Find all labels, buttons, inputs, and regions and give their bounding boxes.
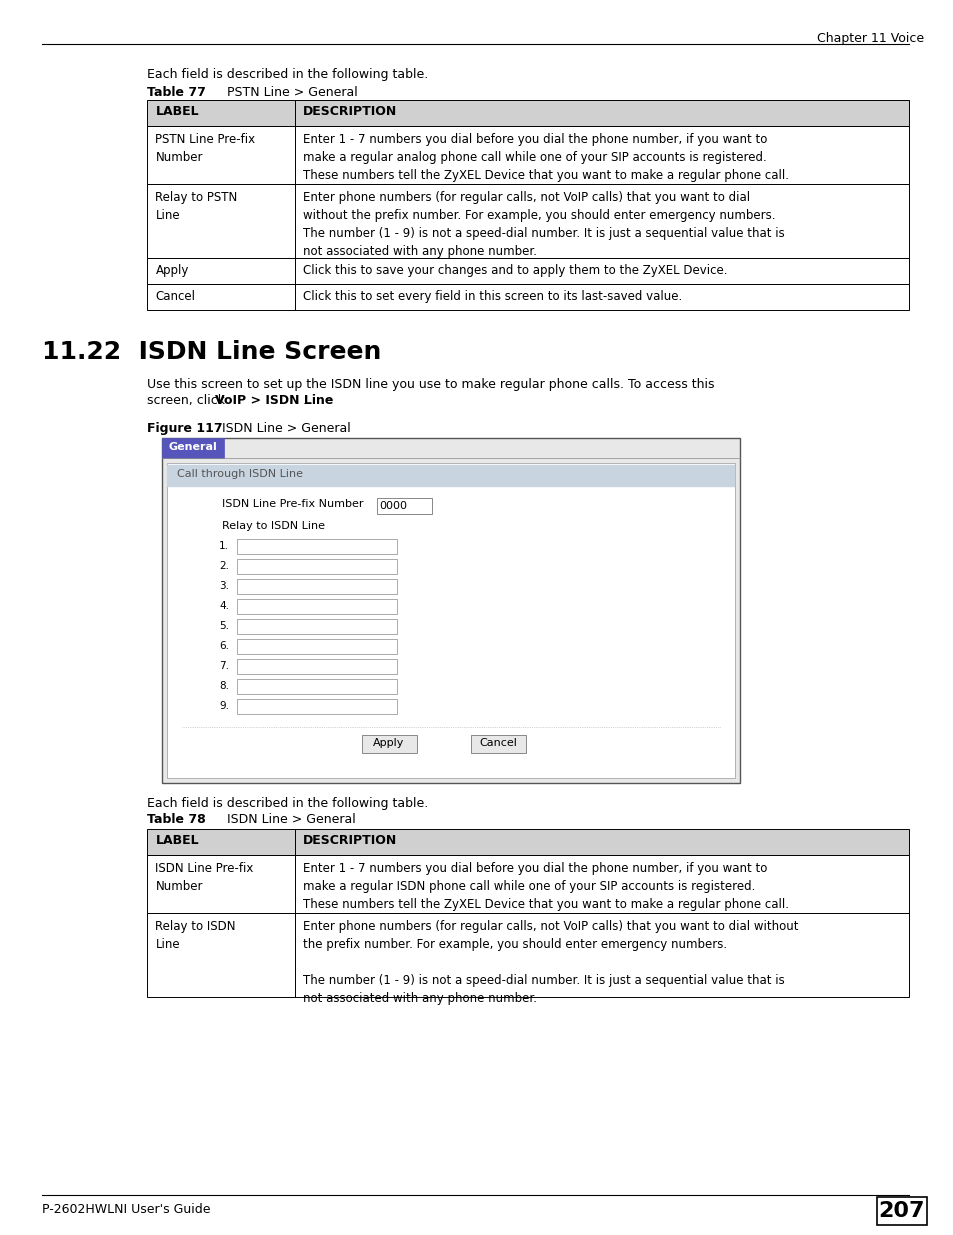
Text: Cancel: Cancel <box>155 290 195 303</box>
Text: 4.: 4. <box>219 601 229 611</box>
Text: PSTN Line > General: PSTN Line > General <box>219 86 357 99</box>
Bar <box>148 184 908 258</box>
Text: 2.: 2. <box>219 561 229 571</box>
Text: ISDN Line Pre-fix Number: ISDN Line Pre-fix Number <box>222 499 363 509</box>
Text: 207: 207 <box>878 1200 924 1221</box>
Text: DESCRIPTION: DESCRIPTION <box>303 834 396 847</box>
Text: 5.: 5. <box>219 621 229 631</box>
Text: Chapter 11 Voice: Chapter 11 Voice <box>817 32 923 44</box>
Text: ISDN Line > General: ISDN Line > General <box>219 813 355 826</box>
Bar <box>237 599 396 614</box>
Bar <box>237 699 396 714</box>
Text: P-2602HWLNI User's Guide: P-2602HWLNI User's Guide <box>42 1203 210 1216</box>
Text: Table 77: Table 77 <box>148 86 206 99</box>
Text: Enter 1 - 7 numbers you dial before you dial the phone number, if you want to
ma: Enter 1 - 7 numbers you dial before you … <box>303 862 788 911</box>
Bar <box>876 1197 925 1225</box>
Text: Each field is described in the following table.: Each field is described in the following… <box>148 68 428 82</box>
Text: VoIP > ISDN Line: VoIP > ISDN Line <box>215 394 334 408</box>
Text: 6.: 6. <box>219 641 229 651</box>
Text: Use this screen to set up the ISDN line you use to make regular phone calls. To : Use this screen to set up the ISDN line … <box>148 378 714 391</box>
Bar <box>237 659 396 674</box>
Bar <box>237 679 396 694</box>
Text: Apply: Apply <box>373 739 404 748</box>
Bar <box>148 829 908 855</box>
Bar <box>148 284 908 310</box>
Text: DESCRIPTION: DESCRIPTION <box>303 105 396 119</box>
Text: Relay to ISDN Line: Relay to ISDN Line <box>222 521 325 531</box>
Bar <box>148 913 908 997</box>
Bar <box>237 619 396 634</box>
Text: 8.: 8. <box>219 680 229 692</box>
Bar <box>162 438 224 458</box>
Text: 3.: 3. <box>219 580 229 592</box>
Text: Enter phone numbers (for regular calls, not VoIP calls) that you want to dial
wi: Enter phone numbers (for regular calls, … <box>303 191 784 258</box>
Text: Relay to PSTN
Line: Relay to PSTN Line <box>155 191 237 222</box>
Text: Click this to set every field in this screen to its last-saved value.: Click this to set every field in this sc… <box>303 290 681 303</box>
Bar <box>167 466 735 487</box>
Text: Relay to ISDN
Line: Relay to ISDN Line <box>155 920 235 951</box>
Text: Cancel: Cancel <box>478 739 517 748</box>
Text: ISDN Line Pre-fix
Number: ISDN Line Pre-fix Number <box>155 862 253 893</box>
Text: Call through ISDN Line: Call through ISDN Line <box>177 469 303 479</box>
Text: 1.: 1. <box>219 541 229 551</box>
Bar <box>237 559 396 574</box>
Text: General: General <box>169 442 217 452</box>
Bar <box>167 463 735 778</box>
Text: Figure 117: Figure 117 <box>148 422 223 435</box>
Bar <box>148 126 908 184</box>
Text: LABEL: LABEL <box>155 105 199 119</box>
Bar <box>237 538 396 555</box>
Bar <box>148 258 908 284</box>
Bar <box>471 735 526 753</box>
Bar <box>361 735 416 753</box>
Text: Enter 1 - 7 numbers you dial before you dial the phone number, if you want to
ma: Enter 1 - 7 numbers you dial before you … <box>303 133 788 182</box>
Text: 9.: 9. <box>219 701 229 711</box>
Text: Click this to save your changes and to apply them to the ZyXEL Device.: Click this to save your changes and to a… <box>303 264 727 277</box>
Text: LABEL: LABEL <box>155 834 199 847</box>
Bar <box>148 100 908 126</box>
Text: .: . <box>303 394 307 408</box>
Text: ISDN Line > General: ISDN Line > General <box>214 422 351 435</box>
Text: 0000: 0000 <box>379 501 407 511</box>
Bar <box>148 855 908 913</box>
Text: screen, click: screen, click <box>148 394 230 408</box>
Bar <box>162 438 740 783</box>
Text: Apply: Apply <box>155 264 189 277</box>
Text: PSTN Line Pre-fix
Number: PSTN Line Pre-fix Number <box>155 133 255 164</box>
Bar <box>237 638 396 655</box>
Text: 7.: 7. <box>219 661 229 671</box>
Bar <box>376 498 431 514</box>
Text: Enter phone numbers (for regular calls, not VoIP calls) that you want to dial wi: Enter phone numbers (for regular calls, … <box>303 920 798 1005</box>
Text: 11.22  ISDN Line Screen: 11.22 ISDN Line Screen <box>42 340 381 364</box>
Bar <box>237 579 396 594</box>
Text: Table 78: Table 78 <box>148 813 206 826</box>
Text: Each field is described in the following table.: Each field is described in the following… <box>148 797 428 810</box>
